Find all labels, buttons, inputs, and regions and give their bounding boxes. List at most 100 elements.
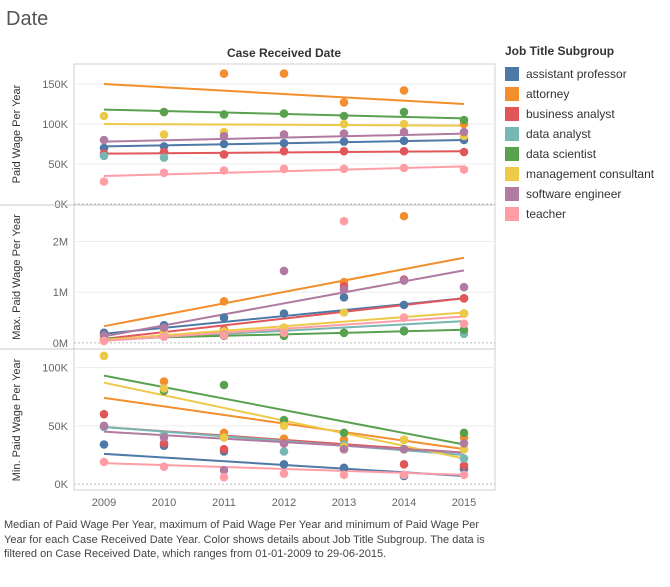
data-point[interactable] <box>219 297 229 306</box>
data-point[interactable] <box>339 216 349 226</box>
data-point[interactable] <box>459 309 469 318</box>
data-point[interactable] <box>399 127 409 137</box>
data-point[interactable] <box>459 439 469 448</box>
data-point[interactable] <box>399 136 409 146</box>
data-point[interactable] <box>219 331 229 340</box>
data-point[interactable] <box>339 137 349 146</box>
data-point[interactable] <box>279 469 289 478</box>
data-point[interactable] <box>219 380 229 390</box>
data-point[interactable] <box>339 164 349 174</box>
data-point[interactable] <box>99 151 109 161</box>
data-point[interactable] <box>279 439 289 448</box>
data-point[interactable] <box>459 325 469 335</box>
data-point[interactable] <box>399 107 409 117</box>
data-point[interactable] <box>459 282 469 292</box>
data-point[interactable] <box>99 135 109 145</box>
data-point[interactable] <box>339 428 349 438</box>
data-point[interactable] <box>339 98 349 107</box>
data-point[interactable] <box>339 292 349 302</box>
data-point[interactable] <box>159 107 169 117</box>
data-point[interactable] <box>459 147 469 157</box>
data-point[interactable] <box>279 266 289 276</box>
legend-item[interactable]: data scientist <box>505 144 665 164</box>
data-point[interactable] <box>459 470 469 480</box>
data-point[interactable] <box>339 463 349 473</box>
data-point[interactable] <box>459 294 469 303</box>
data-point[interactable] <box>219 139 229 149</box>
data-point[interactable] <box>219 166 229 175</box>
data-point[interactable] <box>219 150 229 159</box>
data-point[interactable] <box>279 328 289 338</box>
data-point[interactable] <box>159 332 169 342</box>
data-point[interactable] <box>459 454 469 463</box>
legend-item[interactable]: data analyst <box>505 124 665 144</box>
data-point[interactable] <box>399 119 409 129</box>
data-point[interactable] <box>399 470 409 480</box>
data-point[interactable] <box>99 457 109 467</box>
data-point[interactable] <box>219 444 229 454</box>
data-point[interactable] <box>279 460 289 469</box>
data-point[interactable] <box>399 86 409 95</box>
data-point[interactable] <box>159 462 169 471</box>
data-point[interactable] <box>339 119 349 129</box>
data-point[interactable] <box>339 444 349 454</box>
data-point[interactable] <box>219 313 229 322</box>
data-point[interactable] <box>399 300 409 310</box>
data-point[interactable] <box>399 435 409 445</box>
data-point[interactable] <box>279 109 289 118</box>
data-point[interactable] <box>459 115 469 125</box>
data-point[interactable] <box>279 130 289 139</box>
legend-item[interactable]: software engineer <box>505 184 665 204</box>
data-point[interactable] <box>159 323 169 333</box>
data-point[interactable] <box>339 328 349 338</box>
data-point[interactable] <box>159 384 169 393</box>
data-point[interactable] <box>99 336 109 346</box>
legend-item[interactable]: assistant professor <box>505 64 665 84</box>
data-point[interactable] <box>99 177 109 186</box>
data-point[interactable] <box>159 153 169 162</box>
data-point[interactable] <box>339 470 349 480</box>
data-point[interactable] <box>99 409 109 419</box>
data-point[interactable] <box>279 309 289 318</box>
data-point[interactable] <box>279 447 289 456</box>
data-point[interactable] <box>399 276 409 285</box>
data-point[interactable] <box>159 168 169 178</box>
data-point[interactable] <box>279 164 289 174</box>
data-point[interactable] <box>399 460 409 469</box>
data-point[interactable] <box>399 326 409 336</box>
data-point[interactable] <box>219 433 229 442</box>
data-point[interactable] <box>159 377 169 386</box>
data-point[interactable] <box>99 440 109 449</box>
data-point[interactable] <box>99 111 109 121</box>
data-point[interactable] <box>399 163 409 173</box>
legend-item[interactable]: teacher <box>505 204 665 224</box>
data-point[interactable] <box>459 165 469 174</box>
legend-item[interactable]: attorney <box>505 84 665 104</box>
data-point[interactable] <box>399 211 409 221</box>
data-point[interactable] <box>99 351 109 361</box>
data-point[interactable] <box>399 146 409 156</box>
data-point[interactable] <box>339 146 349 156</box>
data-point[interactable] <box>399 313 409 322</box>
data-point[interactable] <box>339 111 349 121</box>
data-point[interactable] <box>339 308 349 317</box>
data-point[interactable] <box>459 319 469 328</box>
data-point[interactable] <box>399 444 409 454</box>
data-point[interactable] <box>219 465 229 475</box>
data-point[interactable] <box>339 285 349 294</box>
data-point[interactable] <box>279 421 289 431</box>
data-point[interactable] <box>159 433 169 442</box>
data-point[interactable] <box>219 110 229 119</box>
legend-item[interactable]: business analyst <box>505 104 665 124</box>
data-point[interactable] <box>459 127 469 137</box>
data-point[interactable] <box>219 131 229 141</box>
data-point[interactable] <box>279 69 289 78</box>
data-point[interactable] <box>459 428 469 438</box>
data-point[interactable] <box>459 461 469 470</box>
data-point[interactable] <box>279 138 289 148</box>
data-point[interactable] <box>339 129 349 138</box>
legend-item[interactable]: management consultant <box>505 164 665 184</box>
data-point[interactable] <box>279 146 289 156</box>
data-point[interactable] <box>99 421 109 431</box>
data-point[interactable] <box>219 472 229 482</box>
